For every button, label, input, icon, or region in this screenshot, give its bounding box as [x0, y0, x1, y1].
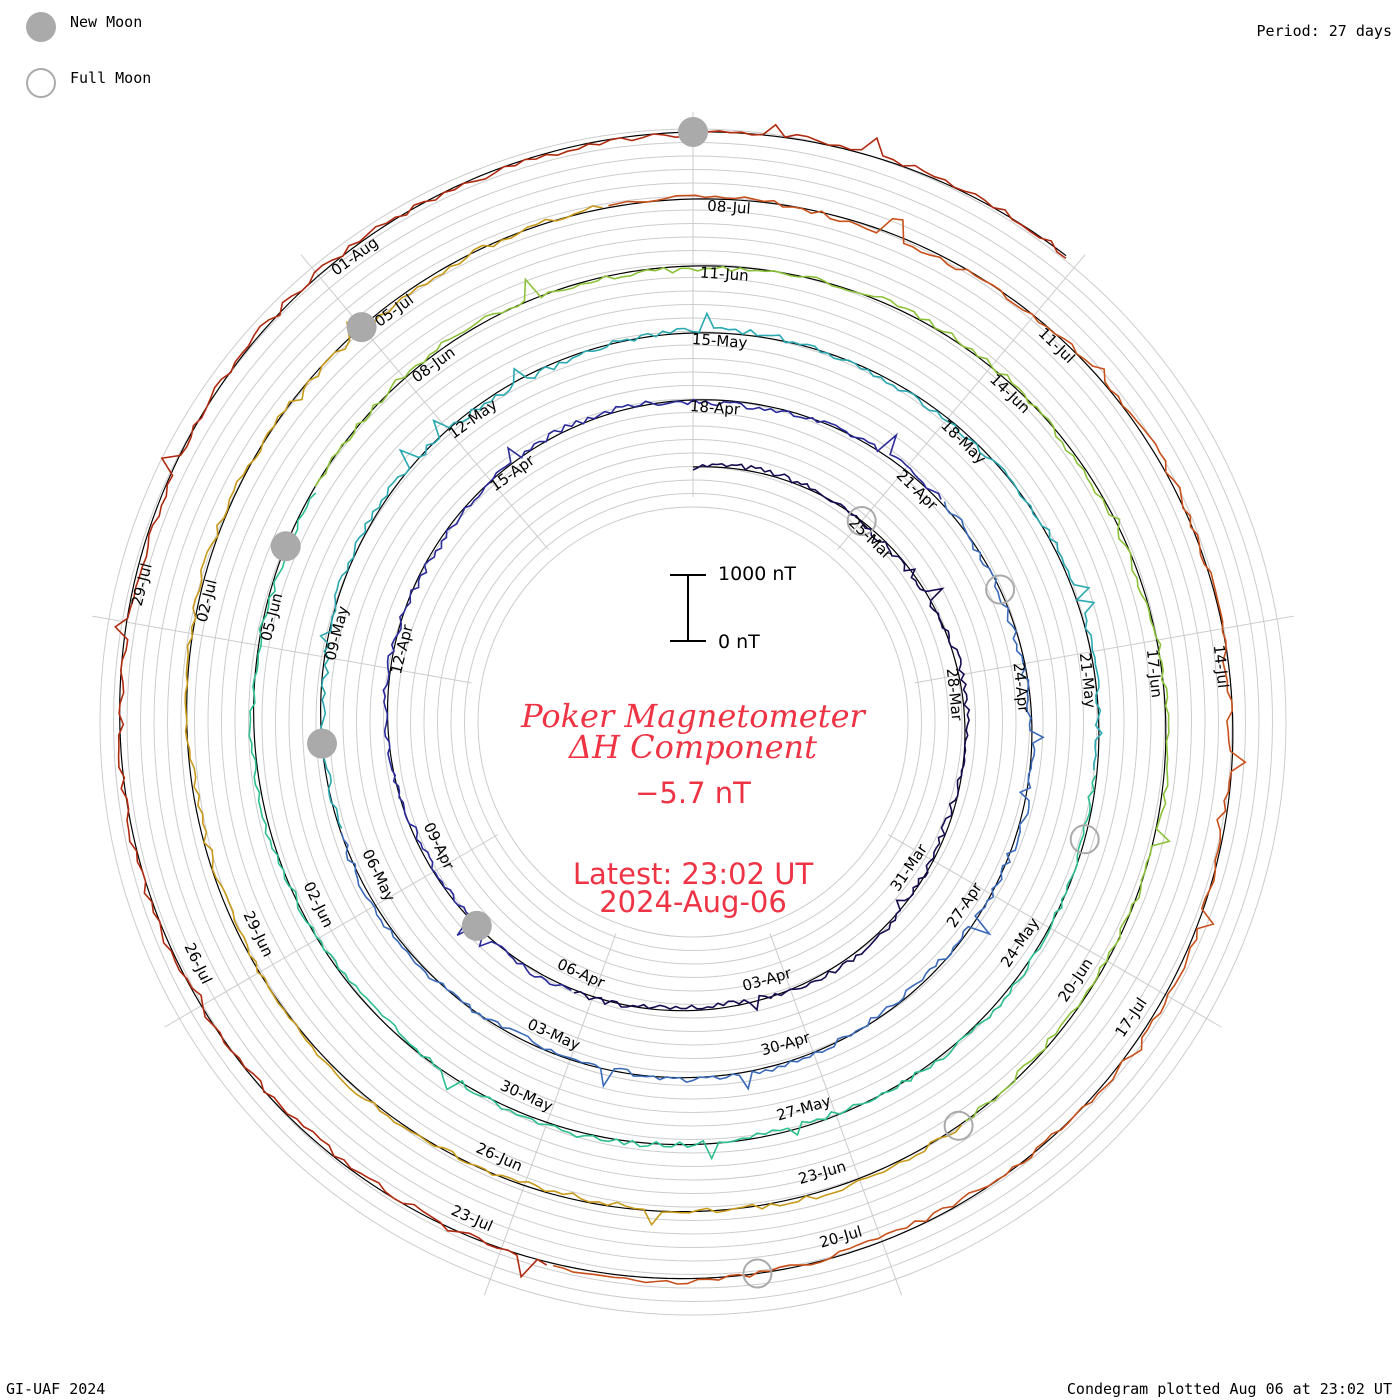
- full-moon-legend-label: Full Moon: [70, 69, 152, 87]
- trace-segment: [319, 311, 1103, 829]
- scale-bar: 1000 nT 0 nT: [670, 563, 796, 653]
- grid-spoke: [914, 615, 1294, 684]
- date-label: 25-Mar: [845, 513, 896, 563]
- latest-date: 2024-Aug-06: [599, 885, 787, 919]
- date-label: 31-Mar: [887, 840, 932, 895]
- new-moon-marker: [678, 117, 708, 147]
- period-label: Period: 27 days: [1256, 22, 1392, 40]
- trace-segment: [248, 492, 1097, 1161]
- chart-title: Poker Magnetometer: [520, 697, 866, 735]
- grid-spoke: [483, 933, 617, 1296]
- new-moon-marker: [461, 910, 492, 941]
- date-label: 15-Apr: [487, 451, 539, 496]
- grid-spokes: [92, 112, 1294, 1296]
- date-label: 01-Aug: [328, 233, 382, 279]
- date-label: 15-May: [691, 330, 748, 352]
- date-label: 29-Jul: [128, 561, 156, 608]
- moon-markers: [270, 117, 1100, 1289]
- date-label: 26-Jul: [180, 940, 215, 987]
- full-moon-marker: [846, 506, 877, 536]
- full-moon-marker: [742, 1258, 773, 1289]
- new-moon-legend-label: New Moon: [70, 13, 143, 31]
- trace-segment: [340, 501, 1045, 1091]
- date-label: 26-Jun: [473, 1139, 525, 1175]
- date-label: 02-Jun: [300, 879, 338, 931]
- trace-segment: [573, 462, 971, 1012]
- date-label: 09-Apr: [420, 819, 459, 873]
- date-label: 30-Apr: [759, 1028, 813, 1059]
- trace-segment: [114, 123, 1067, 1279]
- credit-label: GI-UAF 2024: [6, 1380, 106, 1398]
- grid-spoke: [769, 933, 903, 1296]
- grid-spoke: [164, 834, 499, 1028]
- plotted-label: Condegram plotted Aug 06 at 23:02 UT: [1066, 1380, 1392, 1398]
- full-moon-marker: [1069, 824, 1100, 855]
- full-moon-marker: [943, 1110, 974, 1141]
- grid-spoke: [300, 254, 549, 550]
- new-moon-marker: [270, 531, 301, 562]
- date-label: 14-Jul: [1210, 644, 1232, 689]
- data-traces: [114, 123, 1247, 1285]
- date-label: 21-May: [1076, 652, 1100, 709]
- scale-bottom-label: 0 nT: [718, 631, 760, 653]
- latest-time: Latest: 23:02 UT: [573, 857, 814, 891]
- trace-segment: [382, 398, 942, 992]
- new-moon-legend-icon: [26, 12, 56, 42]
- date-label: 24-Apr: [1010, 662, 1033, 715]
- full-moon-marker: [985, 574, 1016, 605]
- scale-top-label: 1000 nT: [718, 563, 796, 585]
- date-label: 21-Apr: [893, 466, 942, 514]
- grid-spoke: [92, 615, 472, 684]
- new-moon-marker: [346, 312, 377, 343]
- grid-spoke: [837, 254, 1086, 550]
- date-label: 02-Jul: [193, 578, 221, 625]
- date-label: 08-Jul: [707, 197, 752, 218]
- trace-segment: [184, 205, 963, 1227]
- trace-segment: [314, 265, 1171, 1122]
- date-label: 17-Jun: [1143, 648, 1166, 698]
- full-moon-legend-icon: [26, 68, 56, 98]
- date-label: 18-Apr: [689, 397, 741, 419]
- date-label: 11-Jun: [699, 263, 749, 284]
- new-moon-marker: [307, 728, 337, 759]
- date-label: 05-Jun: [257, 591, 286, 643]
- chart-subtitle: ΔH Component: [567, 728, 817, 766]
- date-label: 03-Apr: [740, 964, 794, 995]
- date-label: 12-Apr: [387, 622, 417, 676]
- date-label: 28-Mar: [943, 667, 967, 722]
- trace-segment: [552, 194, 1247, 1285]
- current-value: −5.7 nT: [635, 776, 751, 810]
- baseline-spiral: [119, 131, 1234, 1280]
- date-label: 05-Jul: [371, 291, 417, 331]
- date-label: 20-Jul: [817, 1222, 864, 1251]
- date-label: 24-May: [997, 914, 1043, 970]
- grid-ring: [477, 506, 909, 938]
